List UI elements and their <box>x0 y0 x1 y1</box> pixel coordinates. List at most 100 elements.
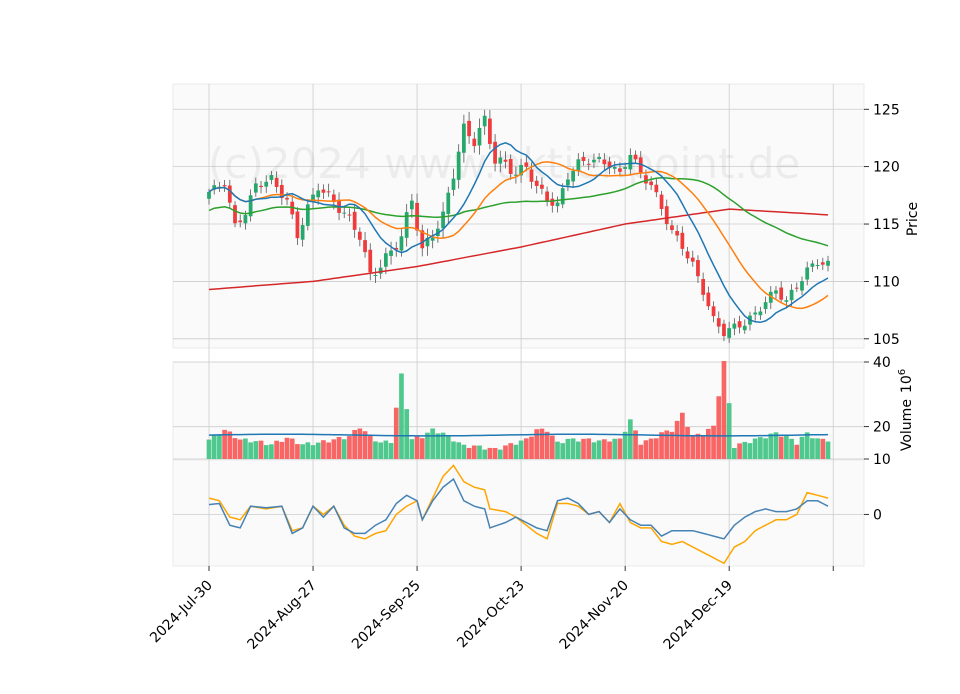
volume-bar <box>258 440 264 459</box>
candle-body <box>560 188 565 205</box>
volume-bar <box>440 432 446 459</box>
candle-body <box>534 180 539 186</box>
volume-bar <box>669 431 675 459</box>
candle-body <box>727 328 732 338</box>
volume-bar <box>726 403 732 459</box>
candle-body <box>238 220 243 223</box>
candle-body <box>742 325 747 331</box>
volume-bar <box>820 438 826 459</box>
volume-bar <box>222 429 227 459</box>
candle-body <box>675 230 680 236</box>
candle-body <box>514 174 518 176</box>
volume-bar <box>737 443 742 459</box>
candle-body <box>357 231 362 240</box>
volume-bar <box>534 429 540 459</box>
candle-body <box>805 267 810 280</box>
candle-body <box>784 300 789 302</box>
candle-body <box>826 260 830 266</box>
volume-bar <box>362 431 368 459</box>
volume-bar <box>565 438 571 459</box>
volume-bar <box>752 438 758 459</box>
candle-body <box>670 225 674 230</box>
candle-body <box>503 159 508 162</box>
candle-body <box>207 191 211 199</box>
volume-bar <box>570 438 576 459</box>
candle-body <box>628 154 633 170</box>
volume-bar <box>331 439 337 459</box>
candle-body <box>654 184 659 193</box>
candle-body <box>347 214 352 216</box>
candle-body <box>576 159 581 172</box>
candle-body <box>404 212 409 238</box>
volume-bar <box>378 442 383 459</box>
candle-body <box>248 195 253 217</box>
candle-body <box>649 181 654 186</box>
price-tick-label: 120 <box>873 160 900 176</box>
indicator-panel-frame <box>172 459 865 567</box>
volume-series <box>206 360 831 459</box>
volume-bar <box>206 439 212 459</box>
volume-average-line <box>208 433 829 437</box>
x-tick-label: 2024-Nov-20 <box>557 578 632 653</box>
volume-bar <box>248 442 253 459</box>
volume-bar <box>581 438 586 459</box>
candle-body <box>774 290 778 294</box>
candle-body <box>243 215 248 224</box>
candle-body <box>264 181 269 187</box>
volume-bar <box>456 442 462 459</box>
volume-bar <box>659 432 664 459</box>
candle-body <box>722 323 726 337</box>
candle-body <box>690 257 695 262</box>
sma-50-line <box>208 176 829 247</box>
candle-body <box>269 175 274 181</box>
candle-body <box>732 323 737 329</box>
candle-body <box>592 159 596 163</box>
volume-bar <box>695 433 701 459</box>
candle-body <box>415 202 419 231</box>
candle-body <box>763 302 768 309</box>
volume-bar <box>700 435 706 459</box>
indicator-series <box>208 464 829 565</box>
candle-body <box>716 318 721 327</box>
volume-bar <box>617 438 623 459</box>
volume-bar <box>477 445 482 459</box>
volume-bar <box>445 434 451 459</box>
volume-bar <box>732 448 737 459</box>
volume-bar <box>435 433 441 459</box>
x-tick-label: 2024-Jul-30 <box>147 578 216 647</box>
candle-body <box>342 212 347 214</box>
candle-body <box>566 179 570 186</box>
volume-bar <box>289 438 295 459</box>
volume-bar <box>586 438 592 459</box>
volume-bar <box>638 444 644 459</box>
volume-axis-label: Volume 106 <box>897 369 915 451</box>
candle-body <box>550 198 555 206</box>
volume-bar <box>643 440 649 459</box>
volume-bar <box>664 430 670 459</box>
candle-body <box>326 191 331 193</box>
candle-body <box>644 175 648 184</box>
volume-bar <box>321 440 326 459</box>
volume-bar <box>513 444 519 459</box>
volume-bar <box>263 445 269 459</box>
candle-body <box>368 249 373 273</box>
volume-bar <box>523 438 529 459</box>
candle-body <box>789 289 794 301</box>
volume-bar <box>721 360 727 459</box>
candle-body <box>623 167 628 169</box>
volume-bar <box>492 447 498 459</box>
price-axis-label: Price <box>905 202 921 236</box>
volume-bar <box>685 426 690 459</box>
volume-bar <box>622 431 628 459</box>
volume-bar <box>451 441 456 459</box>
volume-bar <box>393 407 399 459</box>
candle-body <box>425 237 430 247</box>
volume-bar <box>310 445 316 459</box>
indicator-tick-label: 0 <box>873 507 882 523</box>
volume-bar <box>799 436 805 459</box>
volume-bar <box>243 438 248 459</box>
candle-body <box>685 251 690 259</box>
volume-bar <box>763 438 768 459</box>
volume-bar <box>471 445 477 459</box>
